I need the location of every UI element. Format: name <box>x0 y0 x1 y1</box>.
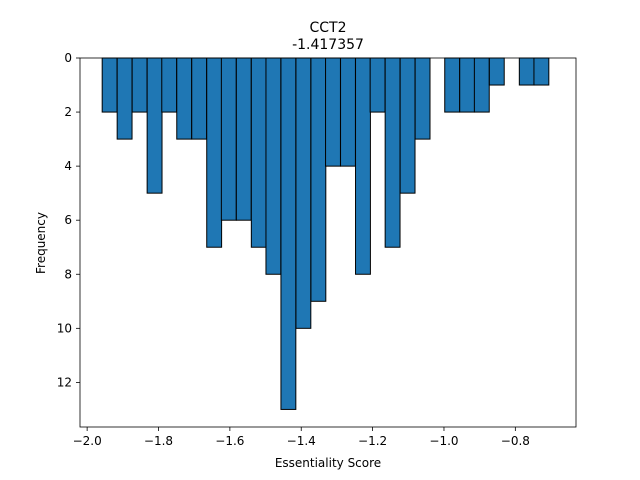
chart-subtitle: -1.417357 <box>292 37 364 53</box>
x-tick-label: −1.2 <box>358 434 387 448</box>
histogram-bar <box>101 57 118 113</box>
histogram-bar <box>518 57 535 86</box>
histogram-bar <box>355 57 371 275</box>
histogram-bar <box>295 57 312 329</box>
histogram-bar <box>161 57 178 113</box>
histogram-bar <box>280 57 297 410</box>
y-tick-label: 12 <box>57 375 72 389</box>
x-axis-label: Essentiality Score <box>275 456 381 470</box>
histogram-bar <box>444 57 461 113</box>
y-axis-label: Frequency <box>34 212 48 274</box>
y-axis-ticks: 0 2 4 6 8 10 12 <box>57 51 80 389</box>
y-tick-label: 10 <box>57 321 72 335</box>
histogram-bar <box>533 57 550 86</box>
x-tick-label: −1.0 <box>429 434 458 448</box>
histogram-bar <box>369 57 386 113</box>
histogram-bar <box>191 57 208 140</box>
x-tick-label: −0.8 <box>501 434 530 448</box>
histogram-bar <box>384 57 401 248</box>
histogram-bar <box>220 57 237 221</box>
histogram-bar <box>340 57 356 167</box>
x-tick-label: −1.4 <box>287 434 316 448</box>
histogram-bar <box>459 57 476 113</box>
x-tick-label: −1.8 <box>144 434 173 448</box>
histogram-bar <box>235 57 252 221</box>
histogram-bar <box>176 57 193 140</box>
bars-group <box>101 57 550 410</box>
histogram-bar <box>250 57 267 248</box>
histogram-bar <box>414 57 431 140</box>
histogram-bar <box>488 57 505 86</box>
histogram-bar <box>131 57 148 113</box>
y-tick-label: 8 <box>64 267 72 281</box>
histogram-bar <box>116 57 133 140</box>
histogram-bar <box>473 57 490 113</box>
y-tick-label: 6 <box>64 213 72 227</box>
histogram-bar <box>399 57 416 194</box>
histogram-bar <box>325 57 341 167</box>
chart-title: CCT2 <box>309 20 346 36</box>
plot-frame <box>79 57 577 428</box>
histogram-bar <box>146 57 163 194</box>
y-tick-label: 0 <box>64 51 72 65</box>
histogram-bar <box>310 57 327 302</box>
x-tick-label: −2.0 <box>73 434 102 448</box>
histogram-bar <box>265 57 282 275</box>
x-tick-label: −1.6 <box>215 434 244 448</box>
x-axis-ticks: −2.0 −1.8 −1.6 −1.4 −1.2 −1.0 −0.8 <box>73 427 530 448</box>
y-tick-label: 4 <box>64 159 72 173</box>
y-tick-label: 2 <box>64 105 72 119</box>
histogram-bar <box>206 57 223 248</box>
